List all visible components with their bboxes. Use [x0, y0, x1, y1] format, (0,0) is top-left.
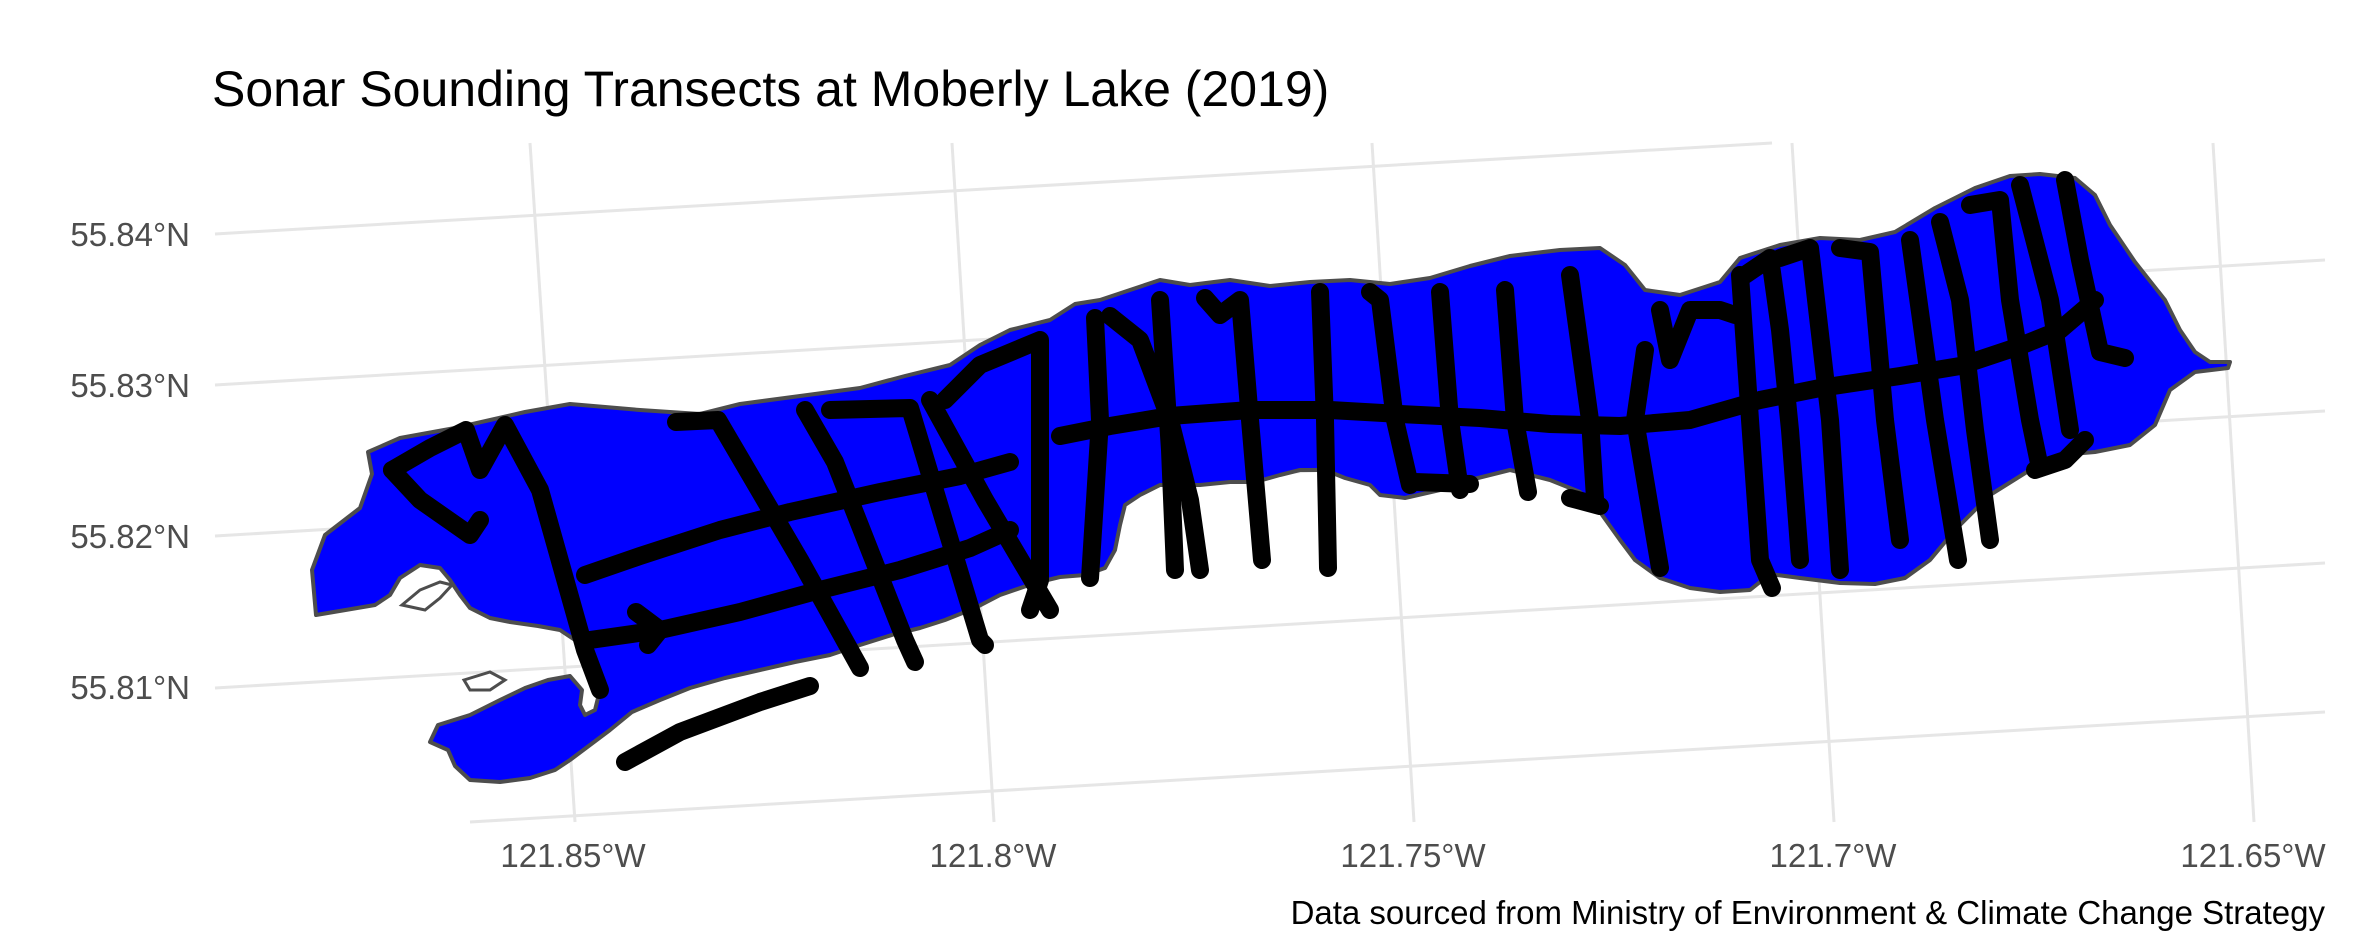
transect-line [1496, 281, 1537, 501]
transect-line [1731, 266, 1781, 597]
y-axis-ticks: 55.84°N 55.83°N 55.82°N 55.81°N [70, 216, 190, 706]
grid-line-lat-55.84 [214, 141, 1773, 236]
transect-line [1311, 283, 1337, 577]
transect-line [1561, 266, 1604, 507]
transect-line [1651, 301, 1744, 369]
y-tick-label: 55.84°N [70, 216, 190, 253]
grid-line-lat-55.80 [469, 710, 2326, 824]
transect-line [2011, 176, 2079, 439]
x-tick-label: 121.75°W [1340, 837, 1486, 874]
transect-line [1771, 239, 1849, 579]
transects [383, 171, 2134, 771]
transect-line [616, 677, 819, 771]
transect-line [921, 391, 1059, 619]
transect-line [383, 461, 489, 544]
transect-line [1736, 249, 1809, 569]
data-source-caption: Data sourced from Ministry of Environmen… [1291, 894, 2326, 931]
transect-line [796, 401, 924, 671]
y-tick-label: 55.81°N [70, 669, 190, 706]
transect-line [1626, 341, 1669, 577]
lake-inlet [398, 580, 455, 612]
transect-line [1196, 289, 1271, 569]
transect-line [1931, 213, 1999, 549]
transect-line [821, 399, 994, 654]
transect-line [1051, 291, 2104, 445]
transect-line [1406, 473, 1479, 493]
transect-line [2026, 431, 2094, 479]
transect-line [1431, 283, 1469, 499]
y-tick-label: 55.83°N [70, 367, 190, 404]
x-tick-label: 121.65°W [2180, 837, 2326, 874]
transect-line [576, 453, 1019, 584]
transect-line [1961, 191, 2049, 477]
x-tick-label: 121.85°W [500, 837, 646, 874]
transect-line [2056, 171, 2134, 367]
transect-line [1831, 239, 1909, 549]
x-tick-label: 121.7°W [1770, 837, 1898, 874]
lake-inlet [461, 670, 508, 692]
transect-line [1561, 489, 1609, 515]
transect-line [667, 411, 869, 677]
transect-line [1361, 283, 1419, 494]
transect-line [936, 331, 1049, 619]
transect-line [1081, 309, 1109, 587]
transect-line [383, 416, 609, 699]
transect-line [627, 603, 669, 654]
transect-line [1901, 231, 1967, 569]
transect-line [1151, 291, 1184, 579]
x-axis-ticks: 121.85°W 121.8°W 121.75°W 121.7°W 121.65… [500, 837, 2326, 874]
map-title: Sonar Sounding Transects at Moberly Lake… [212, 61, 1329, 117]
grid-line-lon-121.65 [2211, 142, 2256, 823]
grid-line-lat-55.81 [214, 561, 2326, 690]
y-tick-label: 55.82°N [70, 518, 190, 555]
x-tick-label: 121.8°W [930, 837, 1058, 874]
